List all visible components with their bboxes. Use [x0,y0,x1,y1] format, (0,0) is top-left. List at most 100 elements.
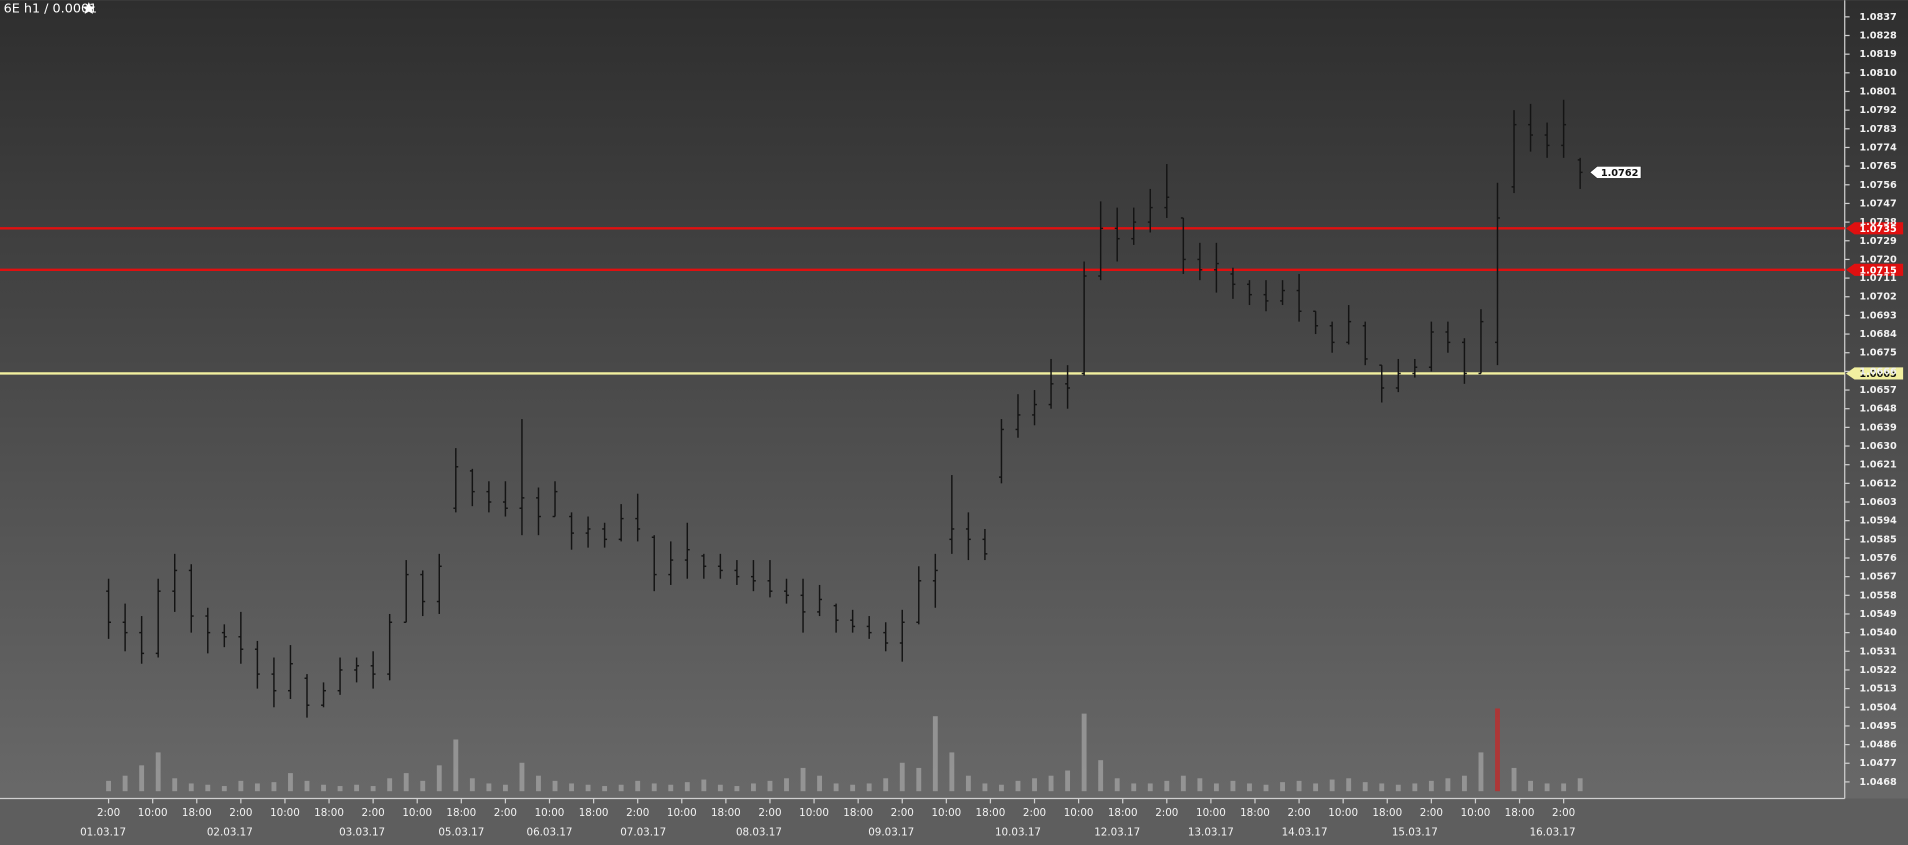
x-tick-label: 10:00 [138,807,168,819]
volume-bar [932,716,938,792]
y-tick-label: 1.0801 [1859,86,1897,97]
y-tick-label: 1.0657 [1859,385,1897,396]
volume-bar [288,773,293,792]
level-layer: 1.0735 1.0715 1.0665 1.0762 [0,165,1904,380]
volume-bar [717,784,723,792]
x-tick-label: 18:00 [1505,807,1535,819]
volume-bar [139,765,145,792]
volume-bar [536,775,541,792]
y-tick-label: 1.0693 [1859,310,1897,321]
volume-bar [1131,783,1137,792]
y-tick-label: 1.0756 [1859,180,1897,191]
x-tick-label: 10:00 [667,807,697,819]
volume-bar [337,786,343,792]
y-tick-label: 1.0522 [1859,665,1897,676]
y-tick-label: 1.0549 [1859,609,1897,620]
volume-bar [1296,780,1302,792]
date-label: 12.03.17 [1094,827,1140,839]
volume-bar [1263,784,1269,792]
volume-bar [469,778,475,792]
x-tick-label: 2:00 [758,807,781,819]
volume-bar [1164,780,1170,792]
x-tick-label: 2:00 [362,807,385,819]
favorite-star[interactable] [82,2,96,14]
level-tag [1845,263,1904,276]
volume-bar [668,784,674,792]
volume-bar [1528,780,1533,792]
level-label: 1.0735 [1859,224,1897,235]
volume-bar [453,739,459,792]
x-tick-label: 2:00 [891,807,914,819]
volume-bar [750,783,756,792]
level-label: 1.0665 [1859,369,1897,380]
x-tick-label: 10:00 [1461,807,1491,819]
x-tick-label: 18:00 [579,807,609,819]
x-tick-label: 18:00 [1240,807,1270,819]
x-tick-label: 2:00 [1552,807,1575,819]
volume-bar [635,780,641,792]
y-tick-label: 1.0828 [1859,31,1897,42]
y-tick-label: 1.0477 [1859,758,1897,769]
volume-bar [1577,778,1583,792]
volume-bar [221,786,227,792]
y-tick-label: 1.0486 [1859,740,1897,751]
y-tick-label: 1.0675 [1859,348,1897,359]
volume-bar [1197,778,1203,792]
time-axis-area [0,798,1908,845]
volume-bar [238,780,244,792]
volume-bar [916,767,922,792]
volume-bar [569,783,574,792]
volume-bar [486,783,492,792]
volume-bar [1544,783,1550,792]
volume-bar [1114,778,1120,792]
volume-bar [1213,783,1219,792]
x-tick-label: 2:00 [97,807,120,819]
x-tick-label: 10:00 [1196,807,1226,819]
volume-bar [850,784,856,792]
y-tick-label: 1.0738 [1859,217,1897,228]
volume-bar [1395,784,1401,792]
volume-bar [1445,778,1451,792]
volume-bar [817,775,823,792]
y-tick-label: 1.0594 [1859,516,1897,527]
volume-bar [370,786,376,792]
y-tick-label: 1.0468 [1859,777,1897,788]
volume-bar [1098,760,1104,792]
volume-bar [519,762,525,792]
volume-bar [899,762,905,792]
chart-title: 6E h1 / 0.0001 [4,1,98,16]
date-label: 05.03.17 [438,827,484,839]
volume-bar [1032,778,1037,792]
y-tick-label: 1.0666 [1859,366,1897,377]
x-tick-label: 10:00 [799,807,829,819]
y-tick-label: 1.0810 [1859,68,1897,79]
y-tick-label: 1.0630 [1859,441,1897,452]
volume-bar [205,784,211,792]
y-tick-label: 1.0774 [1859,142,1897,153]
volume-bar [1511,767,1517,792]
x-tick-label: 18:00 [711,807,741,819]
volume-bar [188,783,194,792]
y-tick-label: 1.0783 [1859,124,1897,135]
level-label: 1.0715 [1859,265,1897,276]
x-tick-label: 18:00 [976,807,1006,819]
x-tick-label: 2:00 [229,807,252,819]
volume-bar [321,784,326,792]
volume-bar [767,780,773,792]
date-label: 07.03.17 [620,827,666,839]
y-tick-label: 1.0585 [1859,534,1897,545]
y-tick-label: 1.0729 [1859,236,1897,247]
y-tick-label: 1.0513 [1859,684,1897,695]
volume-bar [1412,783,1418,792]
volume-bar [304,780,310,792]
date-label: 16.03.17 [1530,827,1576,839]
x-tick-label: 10:00 [1328,807,1358,819]
volume-bar [949,752,955,792]
x-tick-label: 18:00 [1108,807,1138,819]
y-tick-label: 1.0702 [1859,292,1897,303]
volume-bar [1180,775,1186,792]
y-tick-label: 1.0648 [1859,404,1897,415]
volume-layer [106,708,1583,792]
